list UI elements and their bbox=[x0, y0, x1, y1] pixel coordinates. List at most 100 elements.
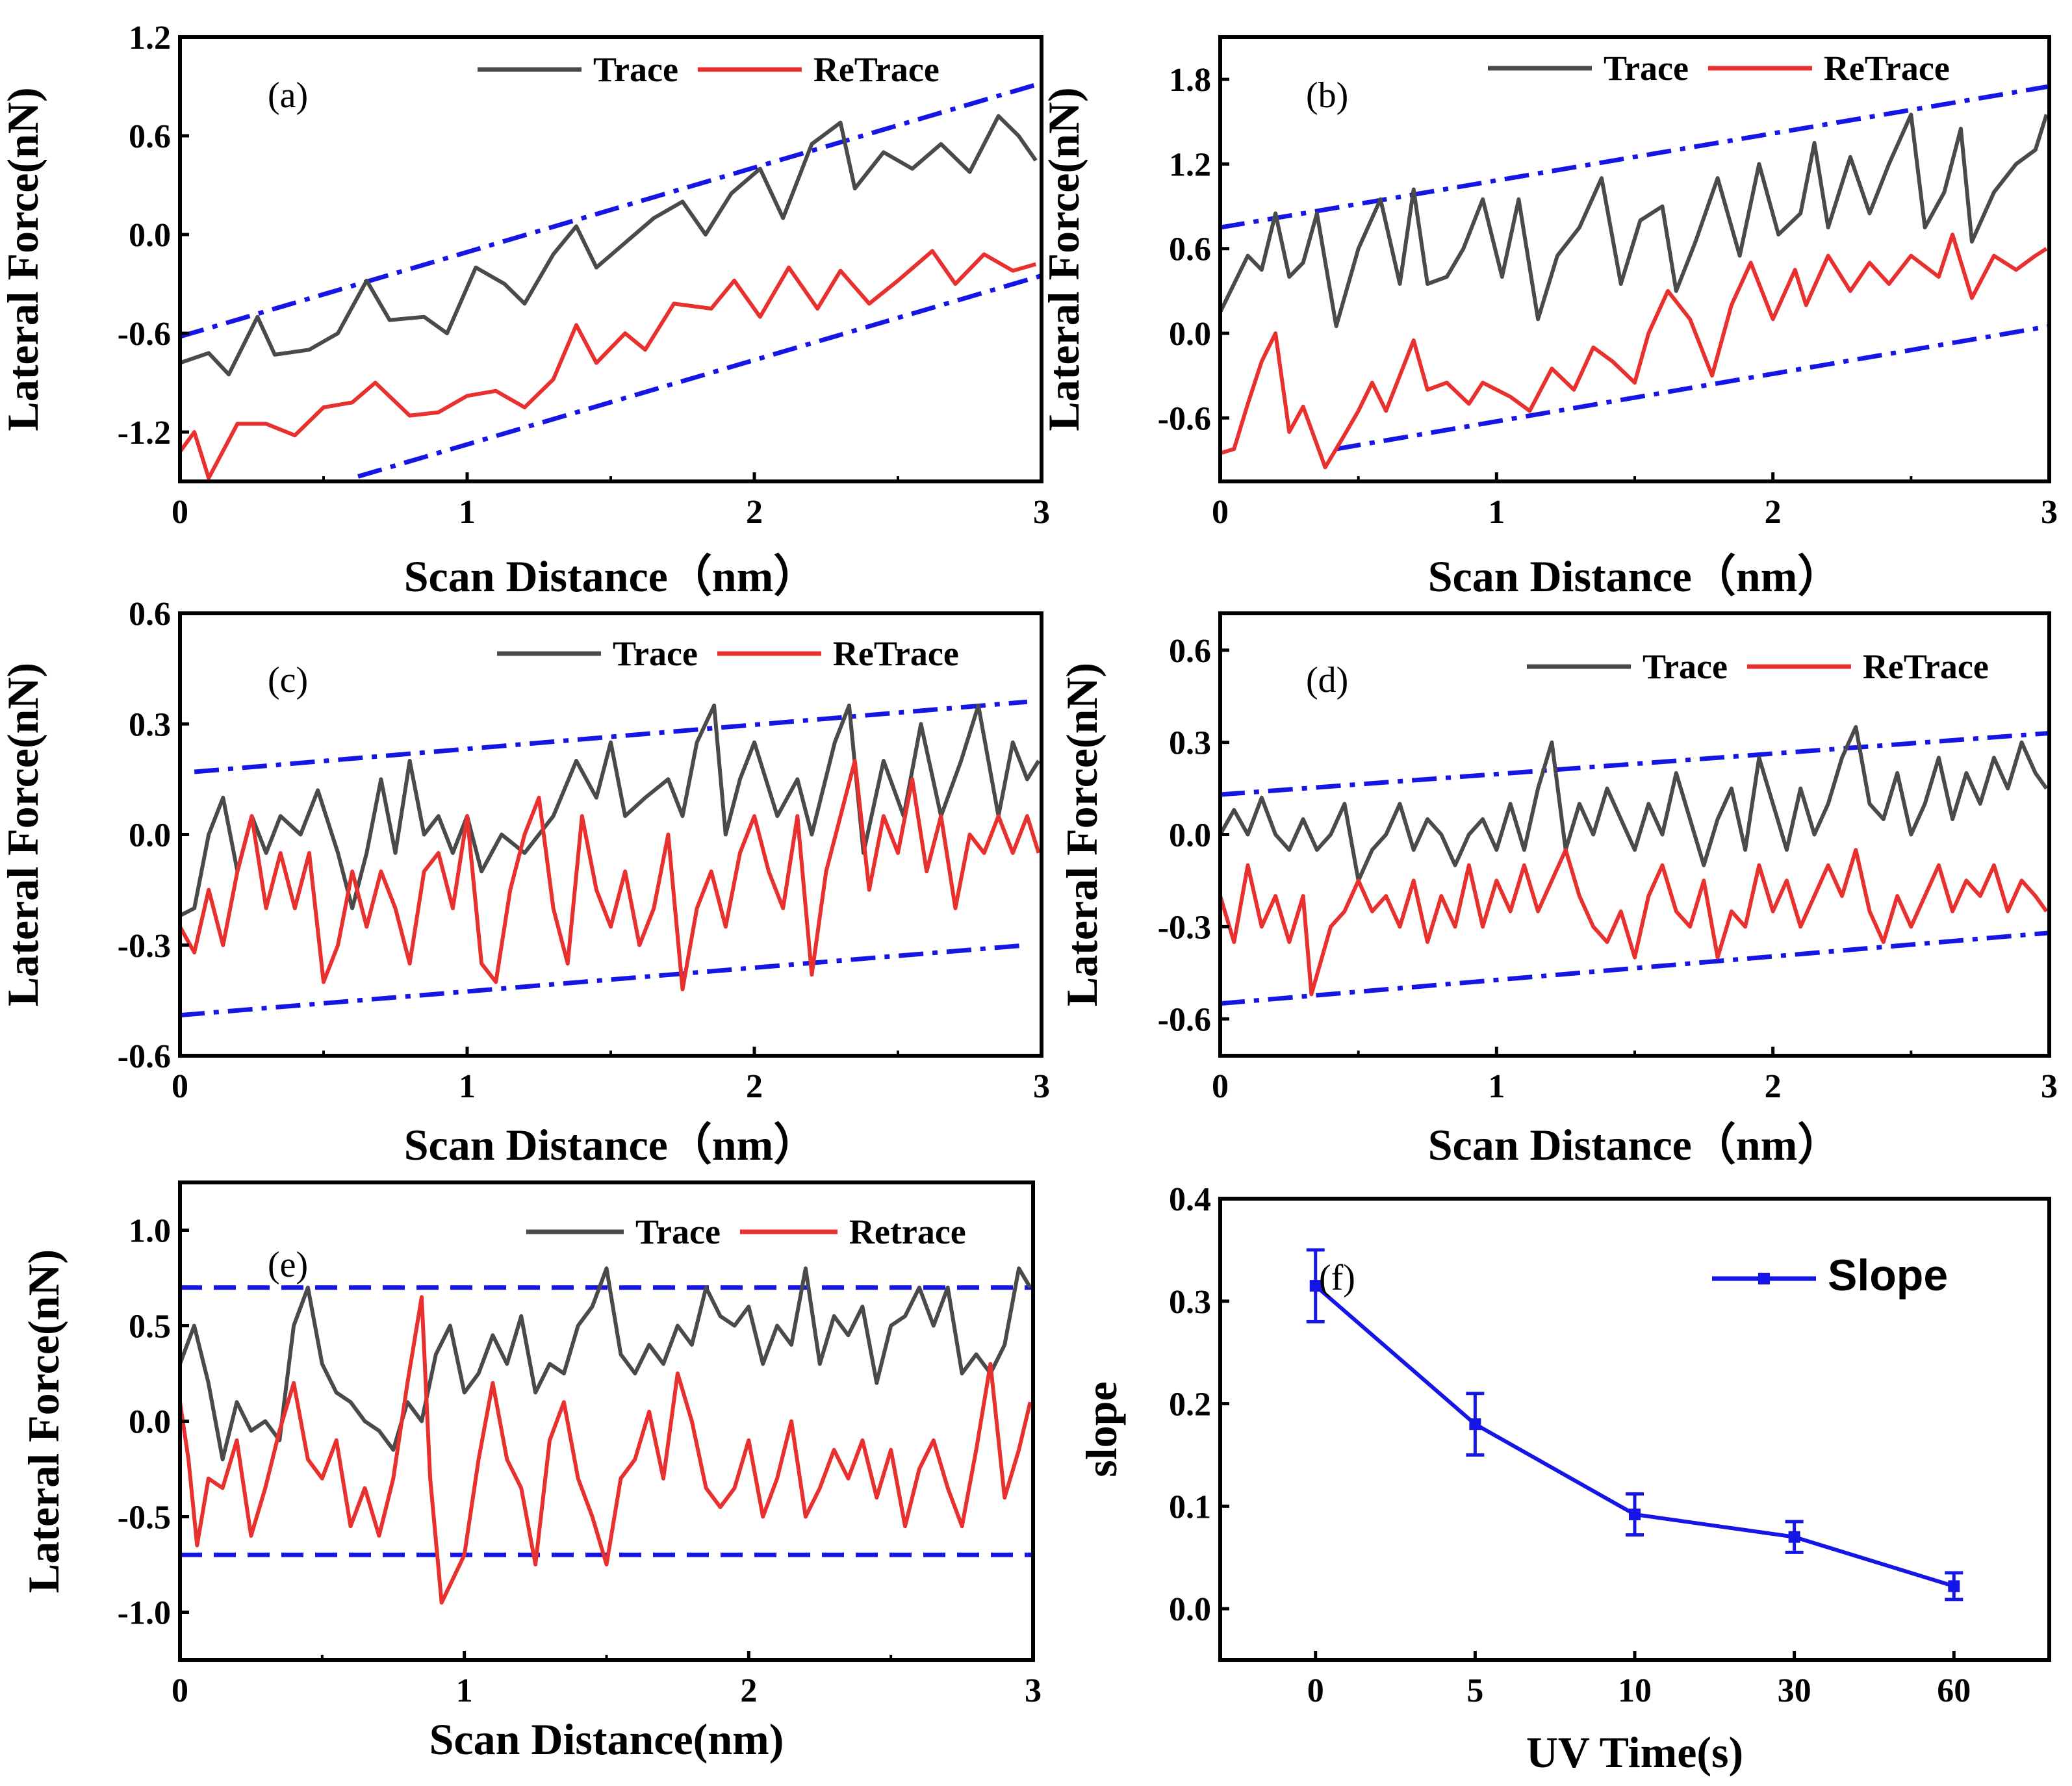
guide-line-lower bbox=[1336, 324, 2049, 452]
series-retrace-line bbox=[180, 759, 1041, 991]
x-tick-label: 0 bbox=[1212, 1068, 1229, 1105]
panel-d: -0.6 -0.3 0.0 0.3 0.6 0 1 2 3 Lateral Force(nN) Sc… bbox=[1057, 611, 2058, 1169]
panel-label: (d) bbox=[1306, 660, 1348, 700]
legend-label: ReTrace bbox=[813, 50, 940, 89]
x-tick-label: 1 bbox=[456, 1672, 473, 1709]
y-tick-label: -0.6 bbox=[118, 316, 171, 353]
x-tick-label: 2 bbox=[1765, 1068, 1782, 1105]
x-tick-label: 60 bbox=[1937, 1672, 1971, 1709]
x-tick-label: 10 bbox=[1618, 1672, 1652, 1709]
x-tick-label: 2 bbox=[740, 1672, 757, 1709]
series-retrace-line bbox=[1220, 233, 2048, 470]
axes-frame bbox=[178, 611, 1043, 1058]
legend-label: ReTrace bbox=[833, 634, 959, 673]
series-trace-line bbox=[180, 703, 1041, 917]
x-tick-label: 30 bbox=[1778, 1672, 1811, 1709]
panel-label: (f) bbox=[1319, 1258, 1355, 1298]
series-retrace-line bbox=[180, 249, 1037, 480]
x-tick-label: 1 bbox=[459, 494, 476, 531]
panel-e: -1.0 -0.5 0.0 0.5 1.0 0 1 2 3 Lateral Force(nN) Sc… bbox=[19, 1180, 1042, 1764]
axes-frame bbox=[178, 35, 1043, 483]
guide-line-lower bbox=[180, 943, 1028, 1018]
y-tick-label: 0.3 bbox=[1169, 725, 1211, 762]
y-tick-label: 0.4 bbox=[1169, 1181, 1211, 1218]
x-tick-label: 1 bbox=[459, 1068, 476, 1105]
panel-f: 0.0 0.1 0.2 0.3 0.4 0 5 10 30 60 slope UV Time(s) (f… bbox=[1077, 1181, 2051, 1777]
legend-marker bbox=[1758, 1273, 1770, 1284]
y-tick-label: 0.6 bbox=[1169, 231, 1211, 268]
legend-label: Retrace bbox=[849, 1212, 966, 1251]
data-point bbox=[1948, 1580, 1960, 1592]
y-tick-label: 0.1 bbox=[1169, 1488, 1211, 1525]
series-trace-line bbox=[180, 114, 1038, 377]
y-tick-label: 1.0 bbox=[129, 1213, 171, 1250]
y-axis-label: Lateral Force(nN) bbox=[0, 663, 47, 1006]
x-axis-label: Scan Distance（nm） bbox=[404, 552, 818, 601]
panel-label: (a) bbox=[268, 75, 308, 116]
data-point bbox=[1629, 1508, 1641, 1520]
legend: Trace ReTrace bbox=[497, 634, 959, 673]
guide-line-upper bbox=[180, 81, 1042, 339]
y-tick-label: -0.3 bbox=[1158, 909, 1211, 946]
legend-label: Trace bbox=[1643, 647, 1728, 686]
x-tick-label: 3 bbox=[1033, 494, 1050, 531]
y-tick-label: 0.0 bbox=[1169, 817, 1211, 854]
panel-label: (c) bbox=[268, 660, 308, 700]
y-tick-label: 0.0 bbox=[129, 817, 171, 854]
y-tick-label: 0.3 bbox=[129, 706, 171, 743]
x-tick-label: 1 bbox=[1488, 1068, 1505, 1105]
series-retrace-line bbox=[1220, 848, 2049, 997]
x-axis-label: Scan Distance（nm） bbox=[404, 1120, 818, 1169]
y-tick-label: -0.6 bbox=[1158, 1001, 1211, 1038]
legend: Trace ReTrace bbox=[1527, 647, 1989, 686]
guide-line-lower bbox=[357, 273, 1042, 479]
x-tick-label: 0 bbox=[1307, 1672, 1324, 1709]
y-tick-label: 0.5 bbox=[129, 1308, 171, 1346]
guide-line-upper bbox=[1220, 730, 2049, 797]
panel-label: (b) bbox=[1306, 75, 1348, 116]
y-axis-label: Lateral Force(nN) bbox=[1057, 663, 1106, 1006]
x-tick-label: 0 bbox=[172, 1068, 188, 1105]
legend-label: ReTrace bbox=[1863, 647, 1989, 686]
legend: Trace ReTrace bbox=[1488, 49, 1950, 88]
legend-label: Trace bbox=[1604, 49, 1689, 88]
series-trace-line bbox=[1220, 725, 2049, 883]
x-tick-label: 2 bbox=[746, 494, 763, 531]
y-tick-label: 0.6 bbox=[1169, 633, 1211, 670]
series-retrace-line bbox=[180, 1295, 1032, 1605]
series-trace-line bbox=[1220, 112, 2049, 329]
panel-c: -0.6 -0.3 0.0 0.3 0.6 0 1 2 3 Lateral Force(nN) Sc… bbox=[0, 596, 1050, 1169]
data-point bbox=[1469, 1418, 1481, 1431]
series-trace-line bbox=[180, 1266, 1032, 1462]
x-tick-label: 3 bbox=[1025, 1672, 1042, 1709]
x-tick-label: 0 bbox=[172, 494, 188, 531]
y-axis-label: Lateral Force(nN) bbox=[19, 1249, 68, 1593]
x-tick-label: 3 bbox=[2041, 1068, 2058, 1105]
y-tick-label: 0.3 bbox=[1169, 1284, 1211, 1321]
y-axis-label: Lateral Force(nN) bbox=[0, 87, 47, 431]
x-axis-label: Scan Distance(nm) bbox=[429, 1715, 784, 1764]
y-tick-label: 0.0 bbox=[1169, 1591, 1211, 1628]
y-tick-label: -1.0 bbox=[118, 1595, 171, 1632]
y-tick-label: 0.6 bbox=[129, 596, 171, 633]
y-tick-label: 1.2 bbox=[1169, 146, 1211, 183]
y-tick-label: 1.8 bbox=[1169, 62, 1211, 99]
panel-label: (e) bbox=[268, 1245, 308, 1285]
x-axis-label: UV Time(s) bbox=[1526, 1728, 1743, 1777]
x-tick-label: 3 bbox=[2041, 494, 2058, 531]
panel-b: -0.6 0.0 0.6 1.2 1.8 0 1 2 3 Lateral Force(nN) Sca… bbox=[1039, 35, 2058, 601]
guide-line-lower bbox=[1220, 930, 2049, 1006]
x-tick-label: 5 bbox=[1466, 1672, 1483, 1709]
x-axis-label: Scan Distance（nm） bbox=[1428, 1120, 1842, 1169]
y-tick-label: 0.2 bbox=[1169, 1386, 1211, 1423]
y-tick-label: -0.3 bbox=[118, 928, 171, 965]
y-tick-label: 0.0 bbox=[129, 1404, 171, 1441]
legend-label: ReTrace bbox=[1824, 49, 1950, 88]
data-point bbox=[1788, 1531, 1800, 1543]
legend-label: Trace bbox=[613, 634, 698, 673]
x-tick-label: 3 bbox=[1033, 1068, 1050, 1105]
y-tick-label: 0.0 bbox=[129, 217, 171, 254]
legend: Trace ReTrace bbox=[478, 50, 940, 89]
legend-label: Slope bbox=[1828, 1251, 1948, 1300]
